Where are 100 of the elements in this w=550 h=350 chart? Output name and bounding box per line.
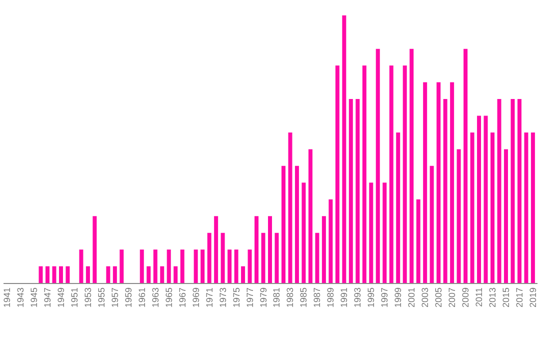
x-tick-label: 1967 (177, 288, 188, 308)
bar (174, 266, 178, 283)
bar (86, 266, 90, 283)
bar (410, 48, 414, 283)
x-tick-label: 1981 (272, 288, 282, 308)
x-tick-label: 1969 (190, 288, 201, 308)
bar (274, 232, 279, 283)
x-tick-label: 1971 (204, 288, 214, 308)
x-tick-label: 2001 (406, 288, 417, 308)
bar (456, 149, 461, 283)
bar (241, 266, 246, 283)
bar (530, 132, 535, 283)
x-tick-label: 1963 (150, 288, 160, 308)
bar (396, 132, 400, 283)
bar (146, 266, 151, 283)
x-tick-label: 1973 (218, 288, 228, 308)
bar (464, 48, 468, 283)
bar (348, 99, 353, 283)
bar (504, 149, 508, 283)
bar (430, 166, 434, 283)
bar (200, 250, 205, 283)
bar (416, 199, 420, 283)
bar (180, 250, 184, 283)
bar (376, 48, 380, 283)
bar (79, 250, 84, 283)
x-tick-label: 1995 (366, 288, 376, 308)
x-tick-label: 1943 (16, 288, 26, 308)
bar (302, 182, 306, 283)
bar (194, 250, 198, 283)
bar (261, 232, 266, 283)
bar (52, 266, 56, 283)
bar (220, 232, 225, 283)
bar (335, 66, 340, 283)
x-tick-label: 2015 (500, 288, 511, 308)
bar (477, 116, 482, 283)
bar (443, 99, 448, 283)
bar (510, 99, 515, 283)
bar (288, 132, 292, 283)
x-tick-label: 1951 (69, 288, 80, 308)
x-tick-label: 2017 (514, 288, 524, 308)
bar (153, 250, 158, 283)
x-tick-label: 1959 (123, 288, 134, 308)
bar (389, 66, 394, 283)
bar (234, 250, 238, 283)
x-tick-label: 1999 (393, 288, 404, 308)
bar (423, 82, 428, 283)
bar (228, 250, 232, 283)
bar (490, 132, 494, 283)
bar (248, 250, 252, 283)
x-tick-label: 1975 (231, 288, 242, 308)
bar (254, 216, 259, 283)
bar (382, 182, 387, 283)
bar (308, 149, 312, 283)
x-tick-label: 2013 (488, 288, 498, 308)
bar (436, 82, 441, 283)
x-tick-label: 1985 (298, 288, 309, 308)
bar (517, 99, 522, 283)
bar (281, 166, 286, 283)
x-tick-label: 1947 (42, 288, 52, 308)
bar (484, 116, 488, 283)
bar (369, 182, 374, 283)
x-tick-label: 2019 (528, 288, 538, 308)
x-tick-label: 2007 (447, 288, 458, 308)
bar (106, 266, 110, 283)
bar (46, 266, 50, 283)
bar (207, 232, 212, 283)
bar (328, 199, 333, 283)
x-tick-label: 2009 (460, 288, 471, 308)
bar (315, 232, 320, 283)
x-tick-label: 1983 (285, 288, 296, 308)
bar (38, 266, 43, 283)
x-tick-label: 1979 (258, 288, 268, 308)
x-tick-label: 1961 (136, 288, 147, 308)
bar (294, 166, 299, 283)
bar (402, 66, 407, 283)
bar (497, 99, 502, 283)
bar (112, 266, 117, 283)
bar (58, 266, 63, 283)
x-tick-label: 1991 (339, 288, 350, 308)
bar (140, 250, 144, 283)
bar (470, 132, 474, 283)
bar (160, 266, 164, 283)
x-tick-label: 1955 (96, 288, 106, 308)
x-tick-label: 1993 (352, 288, 363, 308)
x-tick-label: 1941 (2, 288, 12, 308)
bar (322, 216, 326, 283)
x-tick-label: 1945 (29, 288, 40, 308)
bar (342, 15, 346, 283)
x-tick-label: 2005 (434, 288, 444, 308)
x-tick-label: 2011 (474, 288, 484, 307)
x-tick-label: 1987 (312, 288, 322, 308)
bar (66, 266, 70, 283)
x-tick-label: 1977 (244, 288, 255, 308)
bar (214, 216, 218, 283)
bar (166, 250, 171, 283)
x-tick-label: 1997 (380, 288, 390, 308)
x-tick-label: 1989 (326, 288, 336, 308)
x-tick-label: 1957 (110, 288, 120, 308)
x-tick-label: 2003 (420, 288, 430, 308)
bar (120, 250, 124, 283)
